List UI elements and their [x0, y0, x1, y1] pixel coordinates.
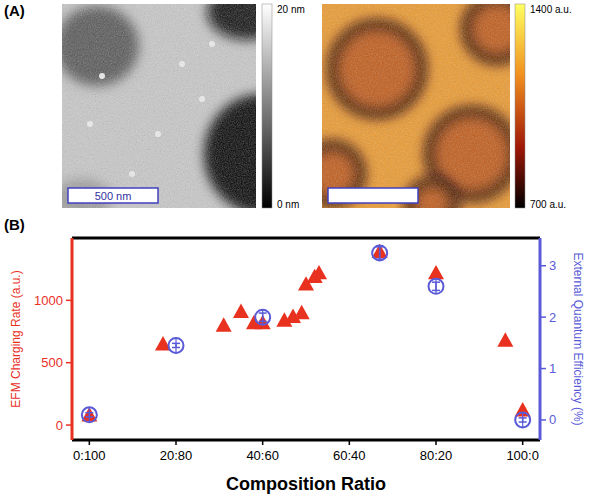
image [62, 4, 256, 208]
marks [81, 244, 530, 428]
circle-point [372, 245, 387, 260]
figure: (A) 500 nm 20 nm 0 nm 1400 a.u. 700 a.u. (B) 0:… [0, 0, 594, 504]
colorbar-min: 700 a.u. [530, 199, 566, 210]
x-tick-label: 0:100 [73, 448, 106, 463]
x-tick [175, 440, 177, 445]
y2-tick-label: 3 [549, 258, 556, 273]
circle-cross [89, 407, 90, 422]
x-axis-title: Composition Ratio [226, 474, 386, 494]
panel-label: (B) [4, 216, 25, 233]
y-tick-label: 500 [41, 355, 63, 370]
y-tick [66, 362, 72, 364]
x-tick [435, 440, 437, 445]
y2-tick [540, 316, 546, 318]
y-tick [66, 424, 72, 426]
x-tick [522, 440, 524, 445]
x-tick-label: 40:60 [246, 448, 279, 463]
triangle-point [497, 332, 513, 346]
circle-point [169, 338, 184, 353]
y-tick-label: 0 [56, 418, 63, 433]
x-tick [349, 440, 351, 445]
image-noise [62, 4, 256, 208]
circle-point [82, 407, 97, 422]
triangle-point [81, 407, 97, 421]
circle-cross [379, 245, 380, 260]
colorbar-min: 0 nm [277, 199, 299, 210]
y2-axis [539, 238, 542, 440]
scale-bar-label: 500 nm [95, 190, 132, 202]
circle-point [515, 412, 530, 427]
colorbar [515, 4, 525, 208]
triangle-point [428, 265, 444, 279]
circle-cross [262, 310, 263, 325]
x-tick-label: 100:0 [506, 448, 539, 463]
y2-tick [540, 265, 546, 267]
y-tick [66, 300, 72, 302]
x-tick-label: 80:20 [420, 448, 453, 463]
y2-tick-label: 1 [549, 361, 556, 376]
y2-tick-label: 2 [549, 310, 556, 325]
colorbar-max: 20 nm [277, 4, 305, 15]
colorbar [262, 4, 272, 208]
colorbar-max: 1400 a.u. [530, 4, 572, 15]
circle-point [429, 279, 444, 294]
image-ground [62, 4, 256, 208]
image [322, 4, 510, 208]
y2-tick [540, 368, 546, 370]
y-axis-title: EFM Charging Rate (a.u.) [9, 270, 23, 407]
y-axis [71, 238, 74, 440]
scale-bar [328, 188, 418, 203]
y2-tick-label: 0 [549, 412, 556, 427]
x-tick-label: 60:40 [333, 448, 366, 463]
triangle-point [311, 265, 327, 279]
frame-top [72, 237, 540, 240]
image-ground [322, 4, 510, 208]
y2-tick [540, 419, 546, 421]
x-tick [262, 440, 264, 445]
scale-bar [68, 188, 158, 203]
triangle-point [216, 317, 232, 331]
y2-axis-title: External Quantum Efficiency (%) [571, 252, 585, 425]
triangle-point [294, 305, 310, 319]
circle-cross [175, 338, 176, 353]
y-tick-label: 1000 [34, 293, 63, 308]
circle-point [255, 310, 270, 325]
circle-cross [522, 412, 523, 427]
image-noise [322, 4, 510, 208]
panel-label: (A) [4, 2, 25, 19]
triangle-point [233, 304, 249, 318]
x-tick-label: 20:80 [160, 448, 193, 463]
circle-cross [435, 279, 436, 294]
x-tick [89, 440, 91, 445]
x-axis [72, 439, 540, 442]
